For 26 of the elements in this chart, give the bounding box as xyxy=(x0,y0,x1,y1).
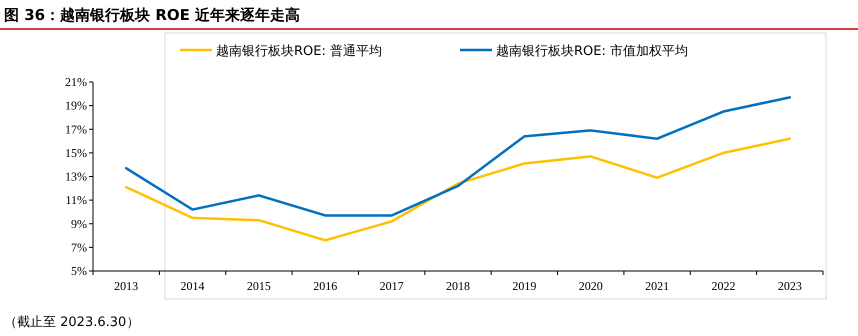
y-tick-label: 7% xyxy=(71,240,87,254)
line-series xyxy=(124,137,792,242)
x-tick-label: 2017 xyxy=(380,279,404,293)
x-tick-label: 2019 xyxy=(512,279,536,293)
x-tick-label: 2013 xyxy=(114,279,138,293)
x-tick-label: 2016 xyxy=(313,279,338,293)
x-tick-label: 2023 xyxy=(778,279,802,293)
y-tick-label: 19% xyxy=(65,98,87,113)
legend-label: 越南银行板块ROE: 普通平均 xyxy=(216,43,382,59)
x-tick-label: 2018 xyxy=(446,279,470,293)
x-tick-label: 2020 xyxy=(578,279,603,293)
y-tick-label: 9% xyxy=(71,216,87,231)
y-tick-label: 21% xyxy=(65,75,87,89)
y-tick-label: 11% xyxy=(65,193,87,208)
line-series xyxy=(124,96,792,217)
y-tick-label: 15% xyxy=(65,146,87,160)
legend-label: 越南银行板块ROE: 市值加权平均 xyxy=(496,44,688,59)
chart-title: 图 36：越南银行板块 ROE 近年来逐年走高 xyxy=(4,6,300,24)
y-tick-label: 17% xyxy=(65,122,87,136)
x-tick-label: 2021 xyxy=(645,279,670,293)
x-tick-label: 2022 xyxy=(711,279,736,293)
x-tick-label: 2015 xyxy=(246,279,271,293)
text: （截止至 2023.6.30） xyxy=(4,315,140,330)
y-tick-label: 13% xyxy=(65,170,87,184)
x-tick-label: 2014 xyxy=(180,279,205,293)
y-tick-label: 5% xyxy=(71,264,87,278)
